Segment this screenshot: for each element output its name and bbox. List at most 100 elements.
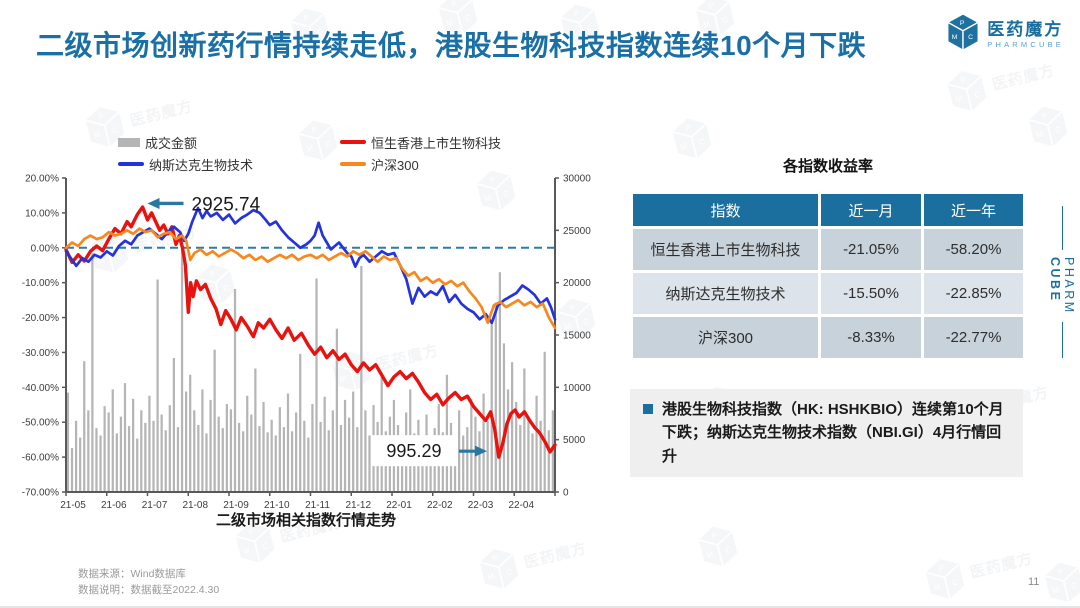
svg-text:22-03: 22-03 [468,500,494,511]
svg-text:P: P [960,75,967,85]
svg-text:P: P [98,111,105,121]
legend-item-hs-hk-biotech: 恒生香港上市生物科技 [340,131,501,153]
svg-text:C: C [724,545,732,555]
svg-text:22-01: 22-01 [386,500,412,511]
annotation-2925.74 [147,197,184,209]
svg-text:M: M [487,572,496,582]
svg-text:M: M [679,141,688,151]
svg-text:M: M [243,546,252,556]
data-source-line: 数据来源：Wind数据库 [78,568,186,580]
table-cell-row1-1month: -21.05% [821,229,921,270]
svg-text:21-10: 21-10 [264,500,290,511]
chart-title: 二级市场相关指数行情走势 [215,512,396,529]
svg-text:C: C [951,577,959,587]
table-cell-row1-name: 恒生香港上市生物科技 [633,229,818,270]
line-hs-hk-biotech [64,205,557,459]
svg-text:C: C [1054,125,1062,135]
axes [65,178,556,493]
returns-table-title: 各指数收益率 [782,158,873,175]
legend-swatch-orange-line [340,162,366,166]
side-rule-top [1061,206,1063,250]
svg-text:5000: 5000 [563,435,586,446]
table-cell-row2-1year: -22.85% [924,273,1023,314]
svg-text:C: C [505,567,513,577]
svg-text:21-12: 21-12 [345,500,371,511]
svg-text:-40.00%: -40.00% [22,383,59,394]
page-number: 11 [1028,576,1040,588]
svg-text:-60.00%: -60.00% [22,453,59,464]
insight-text: 港股生物科技指数（HK: HSHKBIO）连续第10个月下跌；纳斯达克生物技术指… [662,401,1004,465]
annotation-995.29: 995.29 [370,435,487,467]
table-cell-row2-1month: -15.50% [821,273,921,314]
table-cell-row3-name: 沪深300 [633,317,818,358]
svg-text:M: M [952,34,958,41]
svg-text:P: P [573,9,580,19]
page-title: 二级市场创新药行情持续走低，港股生物科技指数连续10个月下跌 [36,30,867,61]
svg-text:20.00%: 20.00% [25,174,59,185]
svg-text:M: M [933,582,942,592]
svg-text:-20.00%: -20.00% [22,313,59,324]
svg-text:P: P [938,563,945,573]
side-text-pharm: PHARM [1062,257,1076,315]
line-csi-300 [64,227,557,330]
svg-text:0: 0 [563,488,569,499]
svg-text:P: P [1041,111,1048,121]
table-cell-row3-1month: -8.33% [821,317,921,358]
legend-label-hs-hk-biotech: 恒生香港上市生物科技 [371,135,502,151]
svg-text:P: P [711,531,718,541]
legend-label-nasdaq-biotech: 纳斯达克生物技术 [149,157,254,173]
svg-text:P: P [492,553,499,563]
svg-text:P: P [685,123,692,133]
logo-name-cn: 医药魔方 [987,19,1064,39]
returns-table: 指数 近一月 近一年 恒生香港上市生物科技 -21.05% -58.20% 纳斯… [633,194,1023,358]
svg-text:C: C [261,541,269,551]
table-cell-row3-1year: -22.77% [924,317,1023,358]
legend-item-turnover: 成交金额 [118,131,340,153]
svg-text:10000: 10000 [563,383,591,394]
volume-bars [66,238,554,492]
svg-text:21-09: 21-09 [223,500,249,511]
svg-text:-10.00%: -10.00% [22,278,59,289]
svg-text:-70.00%: -70.00% [22,488,59,499]
legend-label-turnover: 成交金额 [145,135,198,151]
svg-text:10.00%: 10.00% [25,208,59,219]
svg-text:21-08: 21-08 [182,500,208,511]
side-rule-bottom [1061,321,1063,358]
svg-text:25000: 25000 [563,226,591,237]
svg-text:-50.00%: -50.00% [22,418,59,429]
legend-item-nasdaq-biotech: 纳斯达克生物技术 [118,153,340,175]
svg-text:M: M [1035,129,1044,139]
svg-text:22-02: 22-02 [427,500,453,511]
svg-text:21-06: 21-06 [101,500,127,511]
table-cell-row1-1year: -58.20% [924,229,1023,270]
index-trend-chart: 20.00% 10.00% 0.00% -10.00% -20.00% -30.00% -4… [22,174,591,512]
svg-text:20000: 20000 [563,278,591,289]
svg-text:2925.74: 2925.74 [192,194,261,215]
chart-legend: 成交金额 恒生香港上市生物科技 纳斯达克生物技术 沪深300 [118,131,501,175]
svg-text:M: M [705,549,714,559]
table-header-index: 指数 [633,194,818,226]
svg-text:P: P [708,1,715,11]
svg-text:C: C [973,89,981,99]
side-text-cube: CUBE [1048,257,1062,303]
svg-text:21-07: 21-07 [142,500,168,511]
table-header-1month: 近一月 [821,194,921,226]
legend-item-csi300: 沪深300 [340,153,501,175]
svg-text:21-05: 21-05 [60,500,86,511]
svg-text:0.00%: 0.00% [31,243,59,254]
legend-label-csi300: 沪深300 [371,157,419,173]
svg-text:C: C [968,34,973,41]
legend-swatch-blue-line [118,162,144,166]
